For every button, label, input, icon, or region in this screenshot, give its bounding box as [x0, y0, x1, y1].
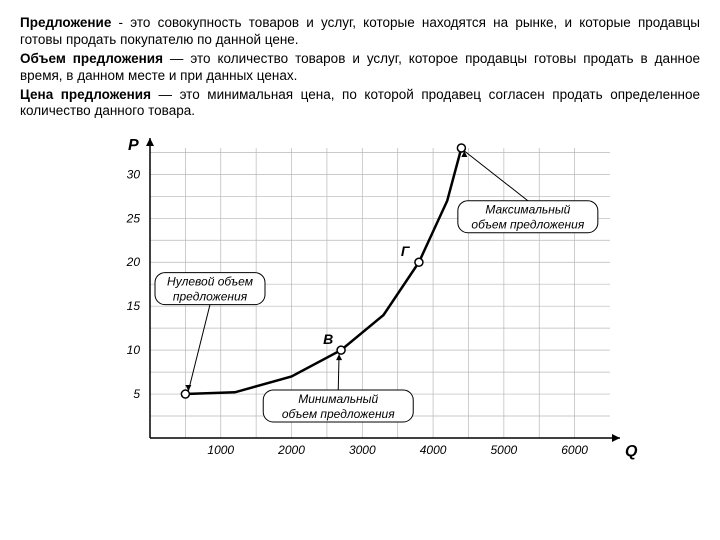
- definitions-block: Предложение - это совокупность товаров и…: [20, 15, 700, 120]
- term-volume: Объем предложения: [20, 51, 163, 66]
- svg-text:Максимальный: Максимальный: [485, 203, 570, 217]
- svg-text:объем предложения: объем предложения: [282, 407, 395, 421]
- svg-text:25: 25: [126, 212, 141, 226]
- svg-text:20: 20: [126, 255, 141, 269]
- svg-text:В: В: [323, 331, 333, 347]
- svg-text:Q: Q: [625, 443, 638, 460]
- svg-text:P: P: [128, 137, 139, 154]
- svg-text:6000: 6000: [561, 443, 588, 457]
- svg-text:объем предложения: объем предложения: [471, 218, 584, 232]
- svg-text:5: 5: [133, 387, 140, 401]
- svg-text:Минимальный: Минимальный: [298, 392, 378, 406]
- svg-text:2000: 2000: [277, 443, 305, 457]
- svg-text:Г: Г: [401, 243, 411, 259]
- svg-text:30: 30: [127, 168, 141, 182]
- svg-text:5000: 5000: [490, 443, 517, 457]
- svg-text:предложения: предложения: [173, 290, 248, 304]
- svg-text:4000: 4000: [420, 443, 447, 457]
- svg-text:10: 10: [127, 343, 141, 357]
- chart-container: 1000 2000 3000 4000 5000 6000 5 10 15 20 25 30 Q P В Г Н…: [20, 128, 700, 488]
- svg-text:3000: 3000: [349, 443, 376, 457]
- svg-text:1000: 1000: [207, 443, 234, 457]
- svg-text:Нулевой объем: Нулевой объем: [167, 275, 253, 289]
- supply-curve-chart: 1000 2000 3000 4000 5000 6000 5 10 15 20 25 30 Q P В Г Н…: [80, 128, 640, 488]
- term-supply: Предложение: [20, 15, 111, 30]
- svg-text:15: 15: [127, 299, 141, 313]
- text-supply: - это совокупность товаров и услуг, кото…: [20, 15, 700, 47]
- term-price: Цена предложения: [20, 87, 151, 102]
